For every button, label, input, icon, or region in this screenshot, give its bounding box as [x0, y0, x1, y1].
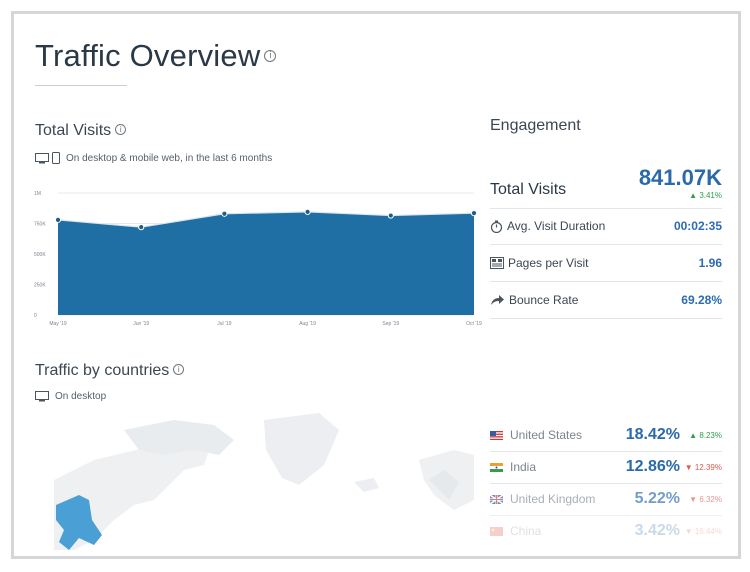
x-tick-label: Jul '19: [217, 321, 232, 327]
area-series: [58, 211, 474, 315]
info-icon[interactable]: i: [264, 49, 277, 62]
country-share: 12.86%: [625, 458, 680, 475]
pages-per-visit-label: Pages per Visit: [490, 256, 589, 270]
country-change: ▼ 6.32%: [689, 494, 722, 504]
page-title: Traffic Overview i: [35, 38, 277, 74]
data-point: [54, 216, 62, 223]
total-visits-metric: Total Visits 841.07K ▲ 3.41%: [490, 158, 722, 209]
countries-subtitle: On desktop: [35, 391, 106, 402]
data-point: [387, 212, 394, 219]
country-change: ▼ 16.44%: [684, 526, 722, 536]
country-row-united-kingdom[interactable]: United Kingdom 5.22% ▼ 6.32%: [490, 483, 722, 516]
us-flag-icon: [490, 430, 503, 440]
change-text: 16.44%: [694, 526, 722, 536]
country-share: 18.42%: [625, 426, 680, 443]
total-visits-label: Total Visits: [490, 181, 567, 198]
engagement-title: Engagement: [490, 117, 581, 134]
country-row-india[interactable]: India 12.86% ▼ 12.39%: [490, 451, 722, 484]
mobile-icon: [52, 152, 60, 164]
traffic-by-countries-title: Traffic by countries i: [35, 362, 185, 380]
data-point: [304, 208, 311, 216]
desktop-icon: [35, 152, 49, 163]
pages-per-visit-row: Pages per Visit 1.96: [490, 244, 722, 282]
bounce-rate-label: Bounce Rate: [490, 293, 578, 307]
y-tick-label: 750K: [34, 222, 46, 228]
avg-visit-duration-value: 00:02:35: [673, 219, 722, 233]
subtitle-text: On desktop & mobile web, in the last 6 m…: [66, 152, 273, 164]
country-name[interactable]: United States: [510, 428, 583, 442]
y-tick-label: 0: [34, 313, 37, 319]
data-point: [221, 210, 228, 217]
country-change: ▲ 8.23%: [689, 430, 722, 440]
desktop-icon: [35, 391, 49, 402]
change-text: 6.32%: [699, 494, 722, 504]
bounce-rate-value: 69.28%: [681, 292, 722, 307]
map-highlight-alaska: [56, 495, 102, 550]
total-visits-subtitle: On desktop & mobile web, in the last 6 m…: [35, 152, 272, 164]
country-name[interactable]: China: [510, 524, 542, 538]
india-flag-icon: [490, 462, 503, 472]
countries-title-text: Traffic by countries: [35, 362, 170, 379]
country-change: ▼ 12.39%: [684, 462, 722, 472]
avg-visit-duration-row: Avg. Visit Duration 00:02:35: [490, 208, 722, 245]
country-share: 5.22%: [634, 490, 680, 507]
label-text: Pages per Visit: [508, 255, 589, 270]
avg-visit-duration-label: Avg. Visit Duration: [490, 219, 605, 233]
total-visits-title: Total Visits i: [35, 122, 127, 140]
map-land-greenland: [264, 413, 339, 485]
change-text: 12.39%: [694, 462, 722, 472]
total-visits-value-block: 841.07K ▲ 3.41%: [638, 164, 722, 200]
traffic-overview-panel: Traffic Overview i Total Visits i On deskt…: [11, 11, 741, 559]
map-land-scandinavia: [429, 470, 459, 500]
country-row-united-states[interactable]: United States 18.42% ▲ 8.23%: [490, 419, 722, 452]
x-tick-label: Oct '19: [466, 321, 482, 327]
country-row-china[interactable]: China 3.42% ▼ 16.44%: [490, 515, 722, 547]
stopwatch-icon: [490, 220, 503, 233]
pages-per-visit-value: 1.96: [698, 255, 722, 270]
bounce-rate-row: Bounce Rate 69.28%: [490, 281, 722, 319]
title-underline: [35, 85, 127, 86]
y-tick-label: 250K: [34, 283, 46, 289]
pages-icon: [490, 256, 504, 269]
subtitle-text: On desktop: [55, 391, 107, 402]
x-tick-label: Jun '19: [133, 321, 149, 327]
uk-flag-icon: [490, 494, 503, 504]
page-title-text: Traffic Overview: [35, 38, 261, 73]
series-line: [57, 211, 475, 228]
country-name[interactable]: United Kingdom: [510, 492, 596, 506]
total-visits-value: 841.07K: [638, 164, 722, 190]
info-icon[interactable]: i: [173, 364, 185, 376]
change-text: 3.41%: [699, 190, 722, 200]
data-point: [138, 224, 145, 231]
china-flag-icon: [490, 526, 503, 536]
map-land-iceland: [354, 478, 379, 492]
x-tick-label: Aug '19: [299, 321, 316, 327]
label-text: Bounce Rate: [509, 292, 579, 307]
share-arrow-icon: [491, 294, 504, 305]
map-land-canada: [124, 420, 234, 455]
world-map: [54, 413, 474, 550]
data-point: [470, 210, 478, 217]
total-visits-title-text: Total Visits: [35, 122, 112, 139]
change-text: 8.23%: [699, 430, 722, 440]
total-visits-chart: 1M 750K 500K 250K 0 May '19 Jun '19 Jul '19 Aug …: [34, 191, 482, 327]
y-tick-label: 500K: [34, 252, 46, 258]
x-tick-label: May '19: [49, 321, 67, 327]
country-share: 3.42%: [634, 522, 680, 539]
country-name[interactable]: India: [510, 460, 537, 474]
total-visits-change: ▲ 3.41%: [689, 190, 722, 200]
x-tick-label: Sep '19: [382, 321, 399, 327]
label-text: Avg. Visit Duration: [507, 219, 606, 233]
info-icon[interactable]: i: [115, 124, 127, 136]
y-tick-label: 1M: [34, 191, 41, 197]
